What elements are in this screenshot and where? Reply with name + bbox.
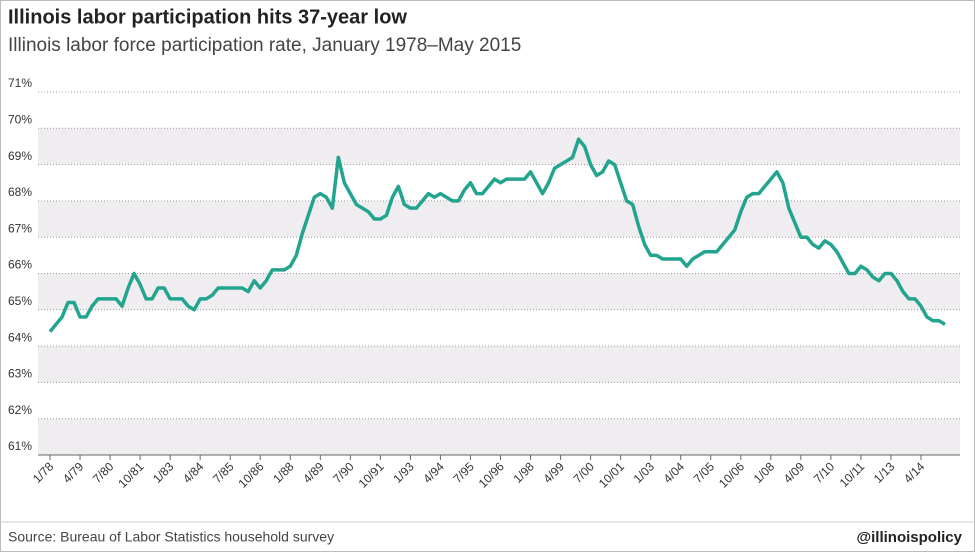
grid-band [38,128,960,165]
grid-band [38,346,960,383]
y-tick-label: 64% [8,330,32,344]
y-tick-label: 67% [8,221,32,235]
chart-subtitle: Illinois labor force participation rate,… [8,35,521,56]
y-tick-label: 68% [8,185,32,199]
y-tick-label: 62% [8,403,32,417]
grid-band [38,273,960,310]
credit: @illinoispolicy [857,529,963,546]
y-tick-label: 63% [8,367,32,381]
y-tick-label: 65% [8,294,32,308]
y-tick-label: 61% [8,439,32,453]
y-tick-label: 69% [8,149,32,163]
data-line [48,137,946,333]
source: Source: Bureau of Labor Statistics house… [8,529,334,545]
grid-band [38,418,960,455]
y-tick-label: 71% [8,76,32,90]
grid-band [38,200,960,238]
y-tick-label: 66% [8,258,32,272]
chart-title: Illinois labor participation hits 37-yea… [8,6,407,28]
y-tick-label: 70% [8,112,32,126]
